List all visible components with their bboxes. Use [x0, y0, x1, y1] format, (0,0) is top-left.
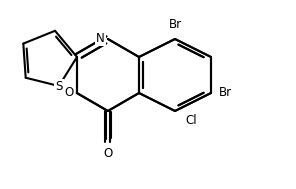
Text: S: S — [55, 80, 62, 92]
Text: N: N — [96, 33, 105, 46]
Text: O: O — [103, 147, 112, 160]
Text: Br: Br — [219, 87, 232, 99]
Text: Cl: Cl — [185, 115, 197, 128]
Text: Br: Br — [168, 19, 181, 32]
Text: O: O — [65, 87, 74, 99]
